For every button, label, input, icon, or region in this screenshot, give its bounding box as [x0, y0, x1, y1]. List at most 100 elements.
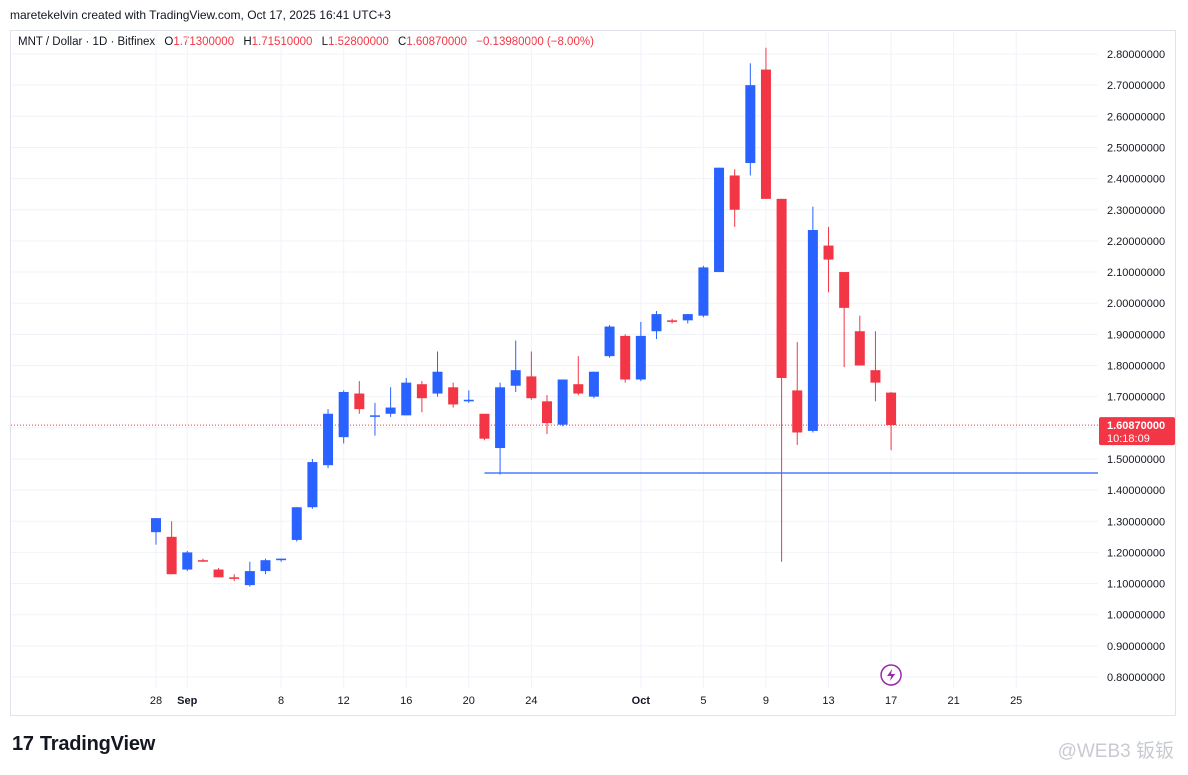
- chart-panel[interactable]: [10, 30, 1176, 716]
- close-value: 1.60870000: [406, 36, 468, 48]
- candle-up: [432, 371, 443, 394]
- y-tick-label: 1.20000000: [1107, 547, 1165, 559]
- candle-down: [229, 577, 240, 579]
- y-tick-label: 2.50000000: [1107, 142, 1165, 154]
- candle-up: [323, 413, 334, 466]
- tradingview-brand: TradingView: [39, 733, 156, 755]
- countdown-label: 10:18:09: [1107, 433, 1150, 445]
- candle-up: [807, 229, 818, 431]
- chart-credit: maretekelvin created with TradingView.co…: [10, 8, 391, 22]
- open-value: 1.71300000: [173, 36, 235, 48]
- candle-down: [823, 245, 834, 260]
- candle-up: [182, 552, 193, 570]
- candle-up: [260, 560, 271, 572]
- candle-up: [698, 267, 709, 316]
- candle-down: [479, 413, 490, 439]
- candle-down: [667, 320, 678, 322]
- y-tick-label: 1.90000000: [1107, 329, 1165, 341]
- x-tick-label: 5: [700, 695, 706, 707]
- x-tick-label: 25: [1010, 695, 1022, 707]
- candle-up: [557, 379, 568, 425]
- y-tick-label: 1.40000000: [1107, 485, 1165, 497]
- candle-down: [526, 376, 537, 399]
- candle-down: [213, 569, 224, 578]
- close-label: C: [397, 36, 407, 48]
- y-tick-label: 0.80000000: [1107, 672, 1165, 684]
- watermark: @WEB3 钣钣: [1057, 741, 1174, 762]
- y-tick-label: 1.50000000: [1107, 454, 1165, 466]
- candle-up: [291, 507, 302, 540]
- candle-up: [604, 326, 615, 357]
- candle-down: [448, 387, 459, 405]
- candle-up: [495, 387, 506, 449]
- x-tick-label: 28: [150, 695, 162, 707]
- y-tick-label: 2.60000000: [1107, 111, 1165, 123]
- candle-down: [729, 175, 740, 210]
- y-tick-label: 2.00000000: [1107, 298, 1165, 310]
- candle-up: [463, 399, 474, 402]
- y-tick-label: 0.90000000: [1107, 641, 1165, 653]
- x-tick-label: 21: [948, 695, 960, 707]
- candle-down: [197, 560, 208, 562]
- y-tick-label: 2.10000000: [1107, 267, 1165, 279]
- candle-down: [776, 198, 787, 378]
- candle-up: [635, 335, 646, 380]
- y-tick-label: 1.80000000: [1107, 361, 1165, 373]
- lightning-bolt-icon: [887, 669, 896, 681]
- candle-down: [542, 401, 552, 424]
- candle-down: [870, 370, 881, 383]
- x-tick-label: 13: [822, 695, 834, 707]
- tradingview-mark-icon: 17: [12, 733, 34, 755]
- candle-up: [651, 314, 662, 332]
- x-tick-label: Oct: [632, 695, 651, 707]
- y-tick-label: 2.20000000: [1107, 236, 1165, 248]
- y-tick-label: 1.00000000: [1107, 610, 1165, 622]
- candle-down: [792, 390, 803, 433]
- x-tick-label: 12: [338, 695, 350, 707]
- change-value: −0.13980000 (−8.00%): [476, 36, 594, 48]
- y-tick-label: 1.70000000: [1107, 392, 1165, 404]
- candle-down: [854, 331, 865, 366]
- x-tick-label: 17: [885, 695, 897, 707]
- candle-down: [839, 272, 850, 308]
- candle-up: [401, 382, 412, 416]
- high-value: 1.71510000: [251, 36, 313, 48]
- last-price-tag-value: 1.60870000: [1107, 420, 1165, 432]
- x-tick-label: 9: [763, 695, 769, 707]
- candle-up: [151, 518, 161, 533]
- y-tick-label: 1.30000000: [1107, 516, 1165, 528]
- x-tick-label: Sep: [177, 695, 197, 707]
- candle-up: [307, 462, 318, 508]
- candle-up: [588, 371, 599, 397]
- candle-down: [886, 392, 897, 426]
- open-label: O: [164, 36, 174, 48]
- candle-down: [620, 335, 631, 380]
- candle-up: [510, 370, 521, 386]
- symbol-label[interactable]: MNT / Dollar · 1D · Bitfinex: [18, 36, 156, 48]
- candle-down: [166, 536, 177, 575]
- y-tick-label: 2.40000000: [1107, 174, 1165, 186]
- candle-down: [573, 384, 584, 394]
- low-label: L: [321, 36, 328, 48]
- candle-down: [416, 384, 427, 399]
- y-tick-label: 2.80000000: [1107, 49, 1165, 61]
- y-tick-label: 2.70000000: [1107, 80, 1165, 92]
- tradingview-logo[interactable]: 17 TradingView: [12, 733, 155, 756]
- candle-up: [338, 391, 349, 438]
- x-tick-label: 24: [525, 695, 537, 707]
- candle-up: [244, 571, 255, 586]
- candle-up: [369, 415, 380, 417]
- candle-down: [760, 69, 771, 199]
- candle-up: [682, 314, 693, 321]
- x-tick-label: 20: [463, 695, 475, 707]
- high-label: H: [243, 36, 252, 48]
- y-tick-label: 2.30000000: [1107, 205, 1165, 217]
- y-tick-label: 1.10000000: [1107, 579, 1165, 591]
- last-price-tag: [1099, 417, 1175, 446]
- candle-up: [745, 85, 756, 164]
- candle-up: [276, 558, 287, 561]
- candle-down: [354, 393, 365, 410]
- candle-up: [714, 167, 725, 273]
- candle-up: [385, 407, 396, 414]
